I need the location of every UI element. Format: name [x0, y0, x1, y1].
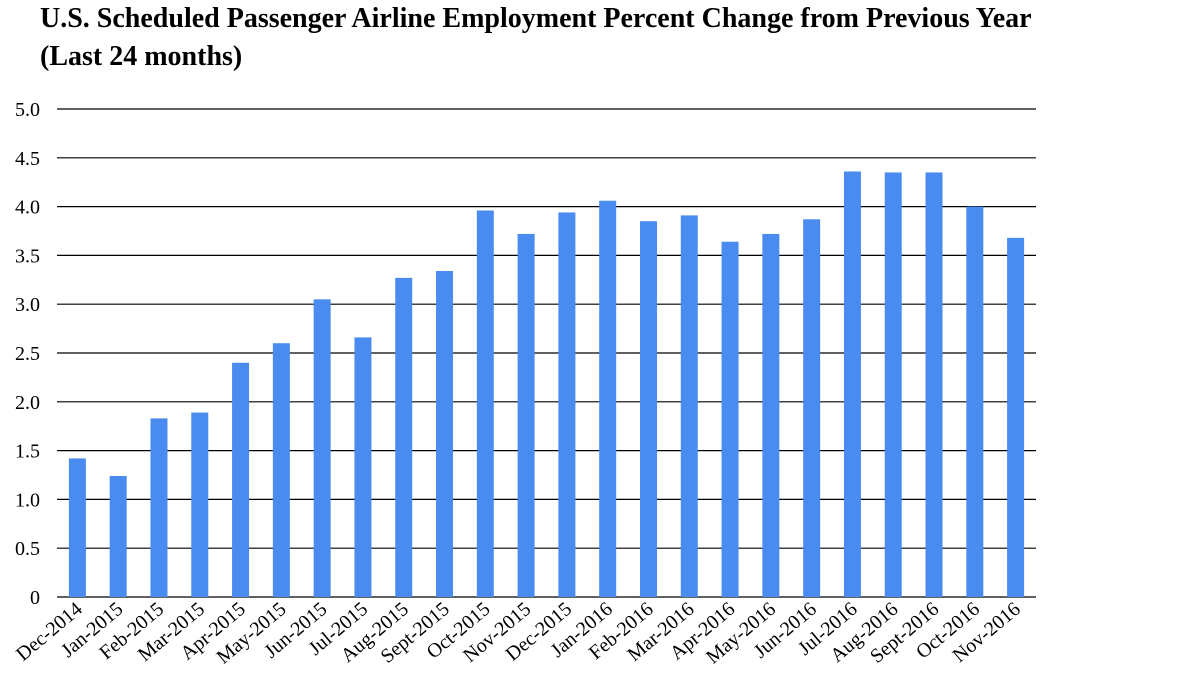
y-tick-label: 1.0: [15, 489, 40, 511]
y-tick-label: 2.0: [15, 392, 40, 414]
bar: [150, 418, 168, 597]
bar: [232, 362, 250, 597]
y-tick-label: 4.5: [15, 148, 40, 170]
x-axis-ticks: Dec-2014Jan-2015Feb-2015Mar-2015Apr-2015…: [12, 598, 1025, 668]
bar: [395, 277, 413, 597]
bar: [1007, 237, 1025, 597]
chart-title-block: U.S. Scheduled Passenger Airline Employm…: [40, 0, 1200, 76]
bar: [476, 210, 494, 597]
y-tick-label: 0: [30, 587, 40, 609]
y-axis-ticks: 0 0.5 1.0 1.5 2.0 2.5 3.0 3.5 4.0 4.5 5.0: [15, 99, 40, 609]
chart-title: U.S. Scheduled Passenger Airline Employm…: [40, 3, 1032, 34]
bar: [762, 233, 780, 598]
bar: [558, 212, 576, 597]
y-tick-label: 5.0: [15, 99, 40, 121]
y-tick-label: 2.5: [15, 343, 40, 365]
bar: [925, 172, 943, 597]
bar: [313, 299, 331, 597]
bar: [966, 206, 984, 597]
y-tick-label: 0.5: [15, 538, 40, 560]
bar: [639, 221, 657, 598]
bars: [68, 171, 1025, 598]
y-tick-label: 3.5: [15, 245, 40, 267]
bar: [803, 219, 821, 597]
bar: [272, 343, 290, 597]
y-tick-label: 1.5: [15, 441, 40, 463]
bar: [884, 172, 902, 597]
bar: [68, 458, 86, 597]
bar: [599, 200, 617, 597]
bar: [843, 171, 861, 598]
bar: [517, 233, 535, 598]
bar: [436, 271, 454, 597]
bar: [109, 475, 127, 597]
bar: [680, 215, 698, 597]
y-tick-label: 4.0: [15, 197, 40, 219]
bar: [354, 337, 372, 597]
y-tick-label: 3.0: [15, 294, 40, 316]
chart-subtitle: (Last 24 months): [40, 41, 243, 72]
bar: [191, 412, 209, 597]
gridlines: [57, 108, 1036, 598]
bar: [721, 241, 739, 597]
